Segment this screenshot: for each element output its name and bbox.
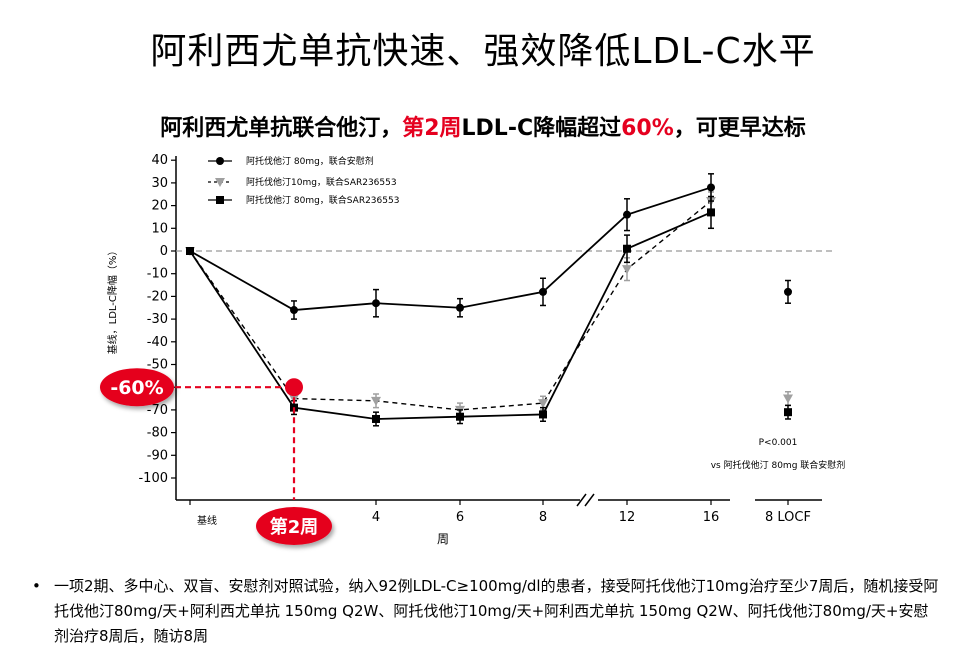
pvalue-label: P<0.001: [759, 438, 798, 448]
page-title: 阿利西尤单抗快速、强效降低LDL-C水平: [150, 31, 816, 72]
subtitle-percent-highlight: 60%: [621, 116, 674, 141]
y-tick-label: -40: [147, 335, 168, 350]
y-tick-label: -90: [147, 448, 168, 463]
data-point-placebo: [290, 306, 298, 315]
series-line-sar-10mg: [189, 200, 712, 411]
x-tick-label: 6: [456, 510, 464, 525]
data-point-sar-80mg: [539, 410, 547, 419]
legend-marker: [216, 157, 224, 165]
locf-point-sar-10mg: [783, 394, 793, 404]
locf-point-sar-80mg: [784, 408, 792, 417]
data-point-sar-10mg: [371, 396, 381, 406]
legend-marker: [216, 196, 224, 204]
axis-break-mark-2: [584, 493, 595, 507]
data-point-sar-80mg: [456, 412, 464, 421]
y-tick-label: 20: [151, 199, 168, 214]
y-tick-label: -10: [147, 267, 168, 282]
y-tick-label: -20: [147, 289, 168, 304]
legend-label: 阿托伐他汀 80mg，联合安慰剂: [246, 155, 374, 167]
y-tick-label: 10: [151, 221, 168, 236]
x-tick-label: 12: [619, 510, 636, 525]
y-tick-label: 40: [151, 153, 168, 168]
data-point-sar-10mg: [538, 399, 548, 409]
data-point-sar-80mg: [623, 244, 631, 253]
x-tick-label: 16: [703, 510, 720, 525]
subtitle-week-highlight: 第2周: [402, 116, 462, 141]
callout-value-text: -60%: [110, 377, 163, 399]
locf-point-placebo: [784, 287, 792, 296]
chart-subtitle: 阿利西尤单抗联合他汀，第2周LDL-C降幅超过60%，可更早达标: [0, 110, 966, 142]
x-axis-title: 周: [437, 532, 449, 546]
callout-week-text: 第2周: [270, 516, 319, 538]
x-tick-label: 8 LOCF: [765, 510, 811, 525]
y-tick-label: 0: [160, 244, 168, 259]
callout-badge-week: [256, 507, 332, 545]
study-description-text: 一项2期、多中心、双盲、安慰剂对照试验，纳入92例LDL-C≥100mg/dl的…: [54, 577, 939, 645]
data-point-sar-80mg: [707, 208, 715, 217]
data-point-placebo: [539, 287, 547, 296]
y-tick-label: -80: [147, 426, 168, 441]
axis-break-mark-1: [576, 493, 587, 507]
data-point-sar-80mg: [372, 414, 380, 423]
legend-marker: [215, 178, 225, 187]
pvalue-note: vs 阿托伐他汀 80mg 联合安慰剂: [711, 459, 846, 471]
legend-label: 阿托伐他汀10mg，联合SAR236553: [246, 176, 397, 188]
data-point-sar-80mg: [186, 247, 194, 255]
data-point-placebo: [707, 183, 715, 192]
data-point-placebo: [456, 303, 464, 312]
x-tick-label: 4: [372, 510, 380, 525]
subtitle-part3: LDL-C降幅超过: [461, 116, 622, 141]
study-description: • 一项2期、多中心、双盲、安慰剂对照试验，纳入92例LDL-C≥100mg/d…: [32, 574, 940, 649]
data-point-placebo: [623, 210, 631, 219]
y-tick-label: 30: [151, 176, 168, 191]
bullet-marker: •: [32, 577, 41, 595]
callout-badge-value: [100, 368, 174, 407]
x-tick-label: 基线: [197, 514, 217, 527]
y-tick-label: -30: [147, 312, 168, 327]
x-tick-label: 8: [539, 510, 547, 525]
data-point-sar-10mg: [622, 265, 632, 275]
y-tick-label: -70: [147, 403, 168, 418]
y-tick-label: -50: [147, 358, 168, 373]
subtitle-part5: ，可更早达标: [673, 116, 806, 141]
ldl-chart: 403020100-10-20-30-40-50-60-70-80-90-100…: [100, 153, 846, 546]
subtitle-part1: 阿利西尤单抗联合他汀，: [160, 116, 403, 141]
legend-label: 阿托伐他汀 80mg，联合SAR236553: [246, 194, 399, 206]
callout-dot: [285, 378, 303, 397]
data-point-placebo: [372, 299, 380, 308]
y-axis-title: 基线，LDL-C降幅（%）: [106, 246, 119, 355]
y-tick-label: -100: [138, 471, 168, 486]
